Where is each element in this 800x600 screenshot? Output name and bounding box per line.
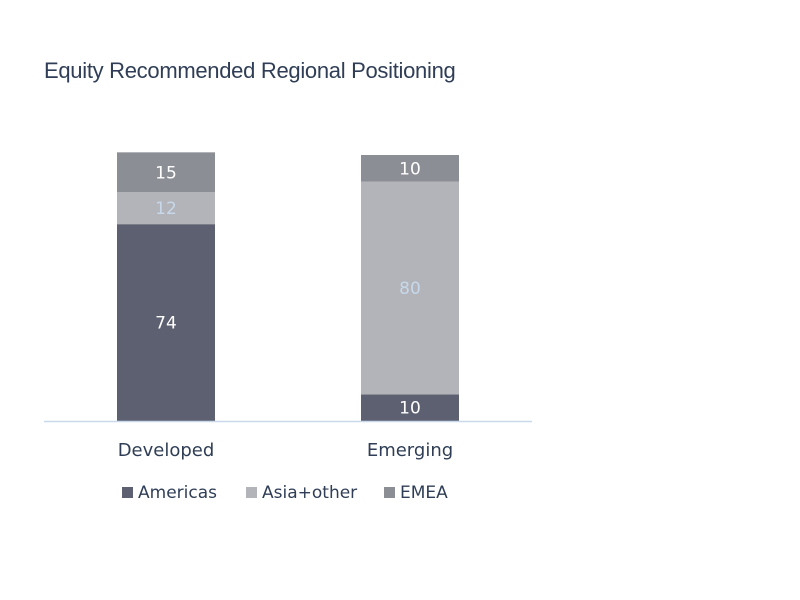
data-label-emerging-asia-other: 80	[399, 279, 421, 299]
bar-developed-americas	[117, 224, 215, 421]
category-label-emerging: Emerging	[367, 440, 453, 461]
legend-label-americas: Americas	[138, 483, 217, 503]
data-label-developed-asia-other: 12	[155, 199, 177, 219]
bar-developed-emea	[117, 152, 215, 193]
data-label-developed-emea: 15	[155, 163, 177, 183]
chart-title: Equity Recommended Regional Positioning	[44, 58, 456, 83]
legend-label-emea: EMEA	[400, 483, 448, 503]
data-label-developed-americas: 74	[155, 314, 177, 334]
data-label-emerging-americas: 10	[399, 399, 421, 419]
bar-emerging-asia-other	[361, 181, 459, 395]
category-label-developed: Developed	[118, 440, 215, 461]
data-label-emerging-emea: 10	[399, 159, 421, 179]
legend-swatch-asia-other	[246, 487, 257, 498]
legend-label-asia-other: Asia+other	[262, 483, 357, 503]
bar-emerging-americas	[361, 394, 459, 421]
bar-developed-asia-other	[117, 192, 215, 225]
legend-swatch-americas	[122, 487, 133, 498]
bar-emerging-emea	[361, 155, 459, 182]
legend-swatch-emea	[384, 487, 395, 498]
